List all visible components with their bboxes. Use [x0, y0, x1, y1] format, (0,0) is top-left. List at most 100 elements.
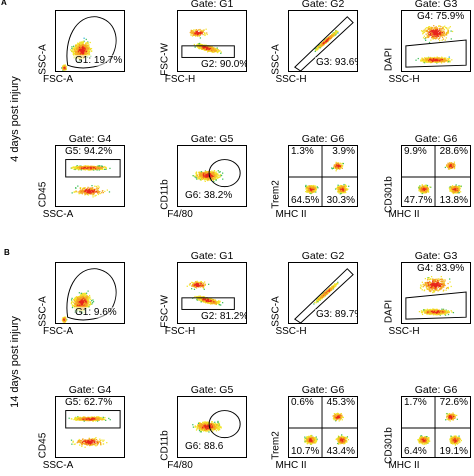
- quadrant-lower-right: 19.1%: [440, 446, 468, 457]
- x-axis-label: MHC II: [266, 209, 316, 220]
- gate-percentage: G3: 93.6%: [315, 57, 358, 68]
- event-dots: [190, 29, 208, 39]
- plot-title: Gate: G1: [167, 250, 257, 262]
- event-dots: [192, 296, 223, 306]
- x-axis-label: F4/80: [155, 460, 205, 471]
- flow-plot: G4: 83.9%: [401, 262, 471, 324]
- x-axis-label: F4/80: [155, 209, 205, 220]
- event-dots: [336, 434, 350, 445]
- plot-title: Gate: G1: [167, 0, 257, 10]
- x-axis-label: SSC-A: [33, 460, 83, 471]
- plot-title: Gate: G6: [278, 133, 368, 145]
- plot-title: Gate: G2: [278, 0, 368, 10]
- event-dots: [192, 170, 223, 182]
- quadrant-upper-left: 9.9%: [404, 146, 427, 157]
- event-dots: [420, 276, 452, 293]
- x-axis-label: SSC-H: [266, 326, 316, 337]
- gate-percentage: G4: 83.9%: [416, 263, 465, 274]
- x-axis-label: SSC-H: [379, 326, 429, 337]
- x-axis-label: MHC II: [379, 209, 429, 220]
- plot-title: Gate: G6: [278, 384, 368, 396]
- event-dots: [415, 56, 452, 63]
- plot-title: Gate: G4: [45, 384, 135, 396]
- flow-plot: G2: 81.2%: [177, 262, 247, 324]
- event-dots: [449, 435, 462, 445]
- gate-percentage: G2: 81.2%: [200, 311, 247, 322]
- gate-percentage: G5: 62.7%: [64, 397, 113, 408]
- panel-b-letter: B: [4, 248, 10, 257]
- flow-plot: G4: 75.9%: [401, 10, 471, 72]
- flow-plot: 1.7% 72.6% 6.4% 19.1%: [401, 396, 471, 458]
- flow-plot: G1: 19.7%: [55, 10, 125, 72]
- event-dots: [194, 43, 222, 54]
- plot-title: Gate: G2: [278, 250, 368, 262]
- event-dots: [71, 437, 108, 448]
- quadrant-upper-left: 1.7%: [404, 397, 427, 408]
- event-dots: [449, 184, 462, 194]
- x-axis-label: FSC-H: [155, 326, 205, 337]
- quadrant-lower-right: 30.3%: [327, 195, 355, 206]
- quadrant-upper-left: 0.6%: [291, 397, 314, 408]
- gate-percentage: G6: 38.2%: [184, 190, 233, 201]
- gate-percentage: G2: 90.0%: [200, 59, 247, 70]
- x-axis-label: FSC-A: [33, 326, 83, 337]
- event-dots: [192, 421, 222, 433]
- x-axis-label: MHC II: [379, 460, 429, 471]
- quadrant-lower-right: 13.8%: [440, 195, 468, 206]
- plot-title: Gate: G4: [45, 133, 135, 145]
- event-dots: [69, 416, 111, 422]
- event-dots: [315, 30, 339, 52]
- event-dots: [335, 184, 349, 194]
- quadrant-upper-left: 1.3%: [291, 146, 314, 157]
- quadrant-lower-left: 47.7%: [404, 195, 432, 206]
- x-axis-label: SSC-H: [379, 74, 429, 85]
- event-dots: [313, 282, 338, 305]
- flow-plot: G3: 89.7%: [288, 262, 358, 324]
- panel-a-letter: A: [1, 0, 7, 7]
- flow-plot: 1.3% 3.9% 64.5% 30.3%: [288, 145, 358, 207]
- gate-percentage: G1: 9.6%: [74, 307, 118, 318]
- event-dots: [419, 308, 454, 315]
- plot-title: Gate: G6: [391, 133, 474, 145]
- gate-percentage: G1: 19.7%: [74, 55, 123, 66]
- quadrant-upper-right: 72.6%: [440, 397, 468, 408]
- plot-title: Gate: G6: [391, 384, 474, 396]
- flow-plot: G5: 62.7%: [55, 396, 125, 458]
- gate-polygon: [406, 40, 466, 67]
- event-dots: [418, 184, 431, 194]
- quadrant-lower-left: 6.4%: [404, 446, 427, 457]
- event-dots: [187, 281, 210, 290]
- x-axis-label: SSC-H: [266, 74, 316, 85]
- event-dots: [421, 25, 453, 43]
- quadrant-lower-left: 64.5%: [291, 195, 319, 206]
- quadrant-upper-right: 3.9%: [332, 146, 355, 157]
- event-dots: [417, 435, 430, 445]
- flow-plot: 0.6%45.3%10.7%43.4%: [288, 396, 358, 458]
- flow-plot: G2: 90.0%: [177, 10, 247, 72]
- plot-title: Gate: G3: [391, 0, 474, 10]
- x-axis-label: MHC II: [266, 460, 316, 471]
- event-dots: [304, 435, 318, 445]
- event-dots: [72, 185, 111, 197]
- gate-percentage: G4: 75.9%: [416, 11, 465, 22]
- event-dots: [331, 162, 344, 172]
- flow-plot: G5: 94.2%: [55, 145, 125, 207]
- event-dots: [71, 165, 111, 171]
- x-axis-label: FSC-A: [33, 74, 83, 85]
- plot-title: Gate: G5: [167, 384, 257, 396]
- flow-plot: G6: 88.6: [177, 396, 247, 458]
- flow-plot: G1: 9.6%: [55, 262, 125, 324]
- x-axis-label: FSC-H: [155, 74, 205, 85]
- panel-b-side-label: 14 days post injury: [9, 302, 21, 422]
- plot-title: Gate: G5: [167, 133, 257, 145]
- flow-plot: 9.9% 28.6% 47.7% 13.8%: [401, 145, 471, 207]
- event-dots: [305, 185, 319, 194]
- flow-plot: G3: 93.6%: [288, 10, 358, 72]
- gate-percentage: G3: 89.7%: [315, 309, 358, 320]
- flow-plot: G6: 38.2%: [177, 145, 247, 207]
- event-dots: [62, 317, 68, 323]
- event-dots: [61, 64, 67, 71]
- x-axis-label: SSC-A: [33, 209, 83, 220]
- panel-a-side-label: 4 days post injury: [9, 64, 21, 174]
- quadrant-upper-right: 28.6%: [440, 146, 468, 157]
